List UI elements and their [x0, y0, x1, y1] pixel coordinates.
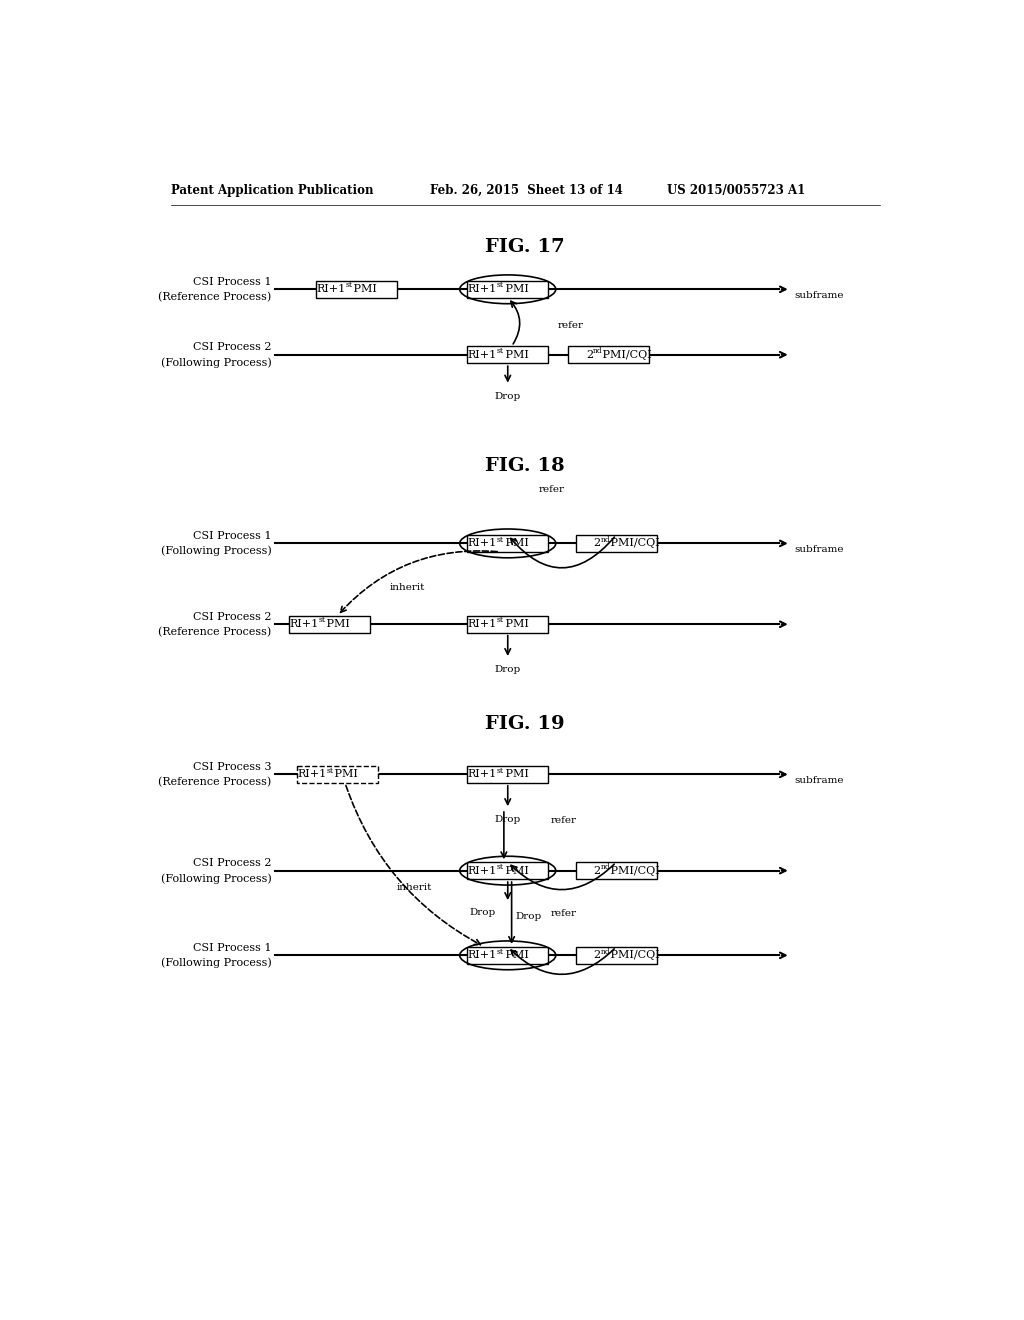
Text: Drop: Drop — [495, 665, 521, 675]
Bar — [575, 535, 657, 552]
Text: CSI Process 1: CSI Process 1 — [193, 531, 271, 541]
Text: PMI: PMI — [324, 619, 350, 630]
Text: (Following Process): (Following Process) — [161, 358, 271, 368]
Text: Drop: Drop — [495, 816, 521, 824]
Text: PMI: PMI — [502, 866, 528, 875]
Text: PMI/CQI: PMI/CQI — [599, 350, 652, 360]
Bar — [575, 862, 657, 879]
Text: Drop: Drop — [515, 912, 542, 921]
Text: subframe: subframe — [795, 290, 844, 300]
Text: RI+1: RI+1 — [297, 770, 327, 779]
Text: RI+1: RI+1 — [468, 284, 497, 294]
Text: CSI Process 2: CSI Process 2 — [193, 342, 271, 352]
Text: (Reference Process): (Reference Process) — [158, 292, 271, 302]
Text: PMI: PMI — [502, 284, 528, 294]
Text: Drop: Drop — [470, 908, 496, 916]
Text: RI+1: RI+1 — [468, 866, 497, 875]
Text: refer: refer — [558, 321, 584, 330]
Text: CSI Process 3: CSI Process 3 — [193, 762, 271, 772]
Text: FIG. 19: FIG. 19 — [485, 715, 564, 734]
Text: st: st — [497, 948, 504, 956]
Text: subframe: subframe — [795, 776, 844, 785]
Text: refer: refer — [550, 816, 577, 825]
Text: 2: 2 — [586, 350, 593, 360]
Text: RI+1: RI+1 — [316, 284, 346, 294]
Text: PMI: PMI — [350, 284, 377, 294]
Text: st: st — [497, 347, 504, 355]
Text: nd: nd — [601, 536, 610, 544]
Text: 2: 2 — [594, 539, 601, 548]
Text: inherit: inherit — [389, 583, 425, 593]
Text: CSI Process 1: CSI Process 1 — [193, 277, 271, 286]
Text: CSI Process 2: CSI Process 2 — [193, 858, 271, 869]
Bar — [575, 946, 657, 964]
Text: (Following Process): (Following Process) — [161, 545, 271, 557]
Text: subframe: subframe — [795, 545, 844, 554]
Text: Feb. 26, 2015  Sheet 13 of 14: Feb. 26, 2015 Sheet 13 of 14 — [430, 185, 624, 197]
Bar — [467, 535, 549, 552]
Bar — [297, 766, 378, 783]
Bar — [568, 346, 649, 363]
Text: PMI/CQI: PMI/CQI — [607, 950, 659, 961]
Text: nd: nd — [601, 863, 610, 871]
Text: RI+1: RI+1 — [468, 950, 497, 961]
Bar — [467, 615, 549, 632]
Text: PMI: PMI — [502, 619, 528, 630]
Bar — [467, 346, 549, 363]
Text: RI+1: RI+1 — [468, 539, 497, 548]
Text: PMI: PMI — [331, 770, 358, 779]
Text: Drop: Drop — [495, 392, 521, 401]
Text: st: st — [346, 281, 353, 289]
Text: CSI Process 1: CSI Process 1 — [193, 942, 271, 953]
Text: st: st — [327, 767, 334, 775]
Text: 2: 2 — [594, 866, 601, 875]
Text: RI+1: RI+1 — [468, 619, 497, 630]
Text: RI+1: RI+1 — [468, 770, 497, 779]
Text: FIG. 17: FIG. 17 — [485, 238, 564, 256]
Text: refer: refer — [539, 484, 565, 494]
Text: nd: nd — [593, 347, 603, 355]
Text: (Following Process): (Following Process) — [161, 873, 271, 883]
Text: st: st — [497, 767, 504, 775]
Bar — [316, 281, 397, 298]
Text: Patent Application Publication: Patent Application Publication — [171, 185, 373, 197]
Text: CSI Process 2: CSI Process 2 — [193, 611, 271, 622]
Text: nd: nd — [601, 948, 610, 956]
Text: RI+1: RI+1 — [468, 350, 497, 360]
Bar — [467, 946, 549, 964]
Text: FIG. 18: FIG. 18 — [485, 458, 564, 475]
Text: RI+1: RI+1 — [290, 619, 318, 630]
Text: PMI: PMI — [502, 770, 528, 779]
Text: PMI: PMI — [502, 350, 528, 360]
Text: US 2015/0055723 A1: US 2015/0055723 A1 — [667, 185, 805, 197]
Text: st: st — [497, 863, 504, 871]
Text: (Reference Process): (Reference Process) — [158, 777, 271, 787]
Text: 2: 2 — [594, 950, 601, 961]
Text: st: st — [497, 616, 504, 624]
Text: refer: refer — [550, 908, 577, 917]
Text: inherit: inherit — [397, 883, 432, 892]
Text: st: st — [318, 616, 326, 624]
Text: PMI: PMI — [502, 950, 528, 961]
Text: PMI/CQI: PMI/CQI — [607, 866, 659, 875]
Text: st: st — [497, 536, 504, 544]
Text: PMI/CQI: PMI/CQI — [607, 539, 659, 548]
Text: (Reference Process): (Reference Process) — [158, 627, 271, 638]
Bar — [467, 862, 549, 879]
Text: (Following Process): (Following Process) — [161, 958, 271, 969]
Bar — [467, 766, 549, 783]
Bar — [289, 615, 371, 632]
Bar — [467, 281, 549, 298]
Text: PMI: PMI — [502, 539, 528, 548]
Text: st: st — [497, 281, 504, 289]
